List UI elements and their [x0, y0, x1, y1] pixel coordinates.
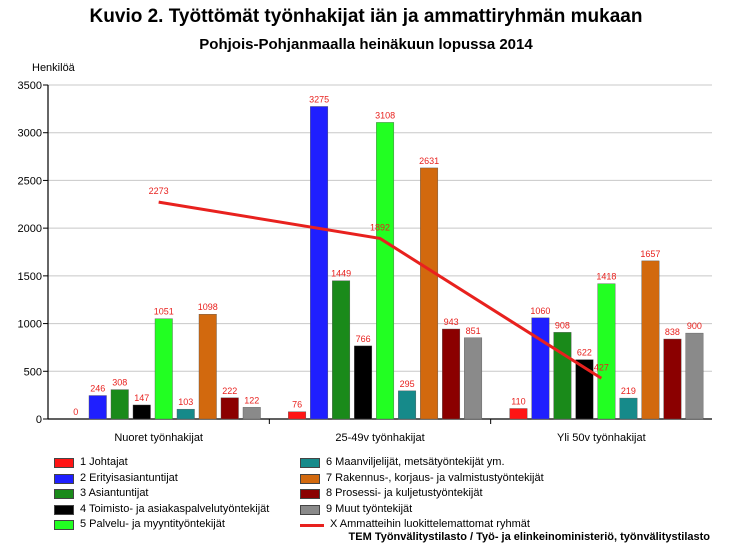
- line-value-label: 2273: [149, 186, 169, 196]
- bar-value-label: 2631: [419, 156, 439, 166]
- bar-5: [597, 283, 616, 420]
- bar-value-label: 308: [112, 378, 127, 388]
- bar-1: [288, 411, 307, 420]
- bar-value-label: 943: [444, 317, 459, 327]
- line-value-label: 1892: [370, 222, 390, 232]
- bar-value-label: 3108: [375, 110, 395, 120]
- bar-8: [663, 338, 682, 420]
- legend-line-swatch: [300, 524, 324, 527]
- bar-value-label: 246: [90, 384, 105, 394]
- source-note: TEM Työnvälitystilasto / Työ- ja elinkei…: [348, 531, 710, 543]
- y-tick-label: 500: [24, 366, 42, 378]
- bar-value-label: 851: [466, 326, 481, 336]
- y-tick-label: 1000: [18, 319, 42, 331]
- bar-value-label: 0: [73, 407, 78, 417]
- bar-value-label: 222: [222, 386, 237, 396]
- bar-value-label: 900: [687, 321, 702, 331]
- bar-2: [310, 106, 329, 420]
- line-value-label: 427: [594, 362, 609, 372]
- legend-swatch: [54, 520, 74, 530]
- legend-label: 2 Erityisasiantuntijat: [80, 471, 178, 484]
- bar-value-label: 1449: [331, 269, 351, 279]
- bar-value-label: 1418: [596, 272, 616, 282]
- legend-label: 6 Maanviljelijät, metsätyöntekijät ym.: [326, 456, 505, 468]
- bar-3: [332, 280, 351, 420]
- legend-swatch: [300, 458, 320, 468]
- bar-8: [220, 397, 239, 420]
- line-series: [158, 200, 603, 380]
- legend-swatch: [300, 489, 320, 499]
- bar-7: [420, 167, 439, 420]
- bar-value-label: 1051: [154, 307, 174, 317]
- legend-label: 7 Rakennus-, korjaus- ja valmistustyönte…: [326, 471, 544, 484]
- y-tick-label: 0: [36, 414, 42, 426]
- bar-value-label: 1060: [530, 306, 550, 316]
- bar-6: [619, 397, 638, 420]
- legend-swatch: [54, 458, 74, 468]
- bar-value-label: 622: [577, 348, 592, 358]
- y-tick-label: 2000: [18, 223, 42, 235]
- bar-9: [685, 332, 704, 420]
- bar-9: [464, 337, 483, 420]
- bar-7: [641, 260, 660, 420]
- legend-swatch: [54, 489, 74, 499]
- bar-2: [88, 395, 107, 420]
- bar-6: [398, 390, 417, 420]
- bar-4: [132, 404, 151, 420]
- bar-value-label: 122: [244, 395, 259, 405]
- y-tick-label: 2500: [18, 175, 42, 187]
- bar-value-label: 219: [621, 386, 636, 396]
- legend-swatch: [54, 504, 74, 515]
- legend-swatch: [300, 504, 320, 515]
- bar-value-label: 908: [555, 320, 570, 330]
- bar-7: [198, 314, 217, 420]
- bar-value-label: 103: [178, 397, 193, 407]
- y-tick-label: 3500: [18, 80, 42, 92]
- bar-6: [176, 408, 195, 420]
- bar-value-label: 147: [134, 393, 149, 403]
- legend-label: 9 Muut työntekijät: [326, 502, 413, 515]
- bar-9: [242, 407, 261, 420]
- x-tick-label: Nuoret työnhakijat: [114, 432, 203, 444]
- legend-swatch: [54, 473, 74, 484]
- bar-5: [376, 122, 395, 420]
- bar-value-label: 76: [292, 400, 302, 410]
- bar-3: [553, 332, 572, 420]
- x-tick-label: 25-49v työnhakijat: [335, 432, 424, 444]
- bar-value-label: 1098: [198, 302, 218, 312]
- y-axis-label: Henkilöä: [32, 62, 76, 74]
- bar-2: [531, 317, 550, 420]
- bar-5: [154, 318, 173, 420]
- bar-1: [509, 408, 528, 420]
- chart-subtitle: Pohjois-Pohjanmaalla heinäkuun lopussa 2…: [199, 36, 533, 53]
- bar-4: [575, 359, 594, 420]
- bar-value-label: 766: [356, 334, 371, 344]
- bar-value-label: 295: [400, 379, 415, 389]
- y-tick-label: 3000: [18, 128, 42, 140]
- bar-4: [354, 345, 373, 420]
- legend-label: 1 Johtajat: [80, 456, 128, 468]
- x-tick-label: Yli 50v työnhakijat: [557, 432, 646, 444]
- legend-swatch: [300, 473, 320, 484]
- legend-label: 4 Toimisto- ja asiakaspalvelutyöntekijät: [80, 502, 270, 515]
- bar-value-label: 3275: [309, 94, 329, 104]
- bar-value-label: 1657: [640, 249, 660, 259]
- legend-label: 8 Prosessi- ja kuljetustyöntekijät: [326, 487, 483, 499]
- y-tick-label: 1500: [18, 271, 42, 283]
- legend-label: 3 Asiantuntijat: [80, 487, 149, 499]
- bar-3: [110, 389, 129, 420]
- chart-title: Kuvio 2. Työttömät työnhakijat iän ja am…: [89, 6, 643, 27]
- bar-value-label: 838: [665, 327, 680, 337]
- bar-value-label: 110: [511, 397, 525, 407]
- bar-8: [442, 328, 461, 420]
- legend-label: 5 Palvelu- ja myyntityöntekijät: [80, 518, 225, 530]
- legend-label: X Ammatteihin luokittelemattomat ryhmät: [330, 518, 530, 530]
